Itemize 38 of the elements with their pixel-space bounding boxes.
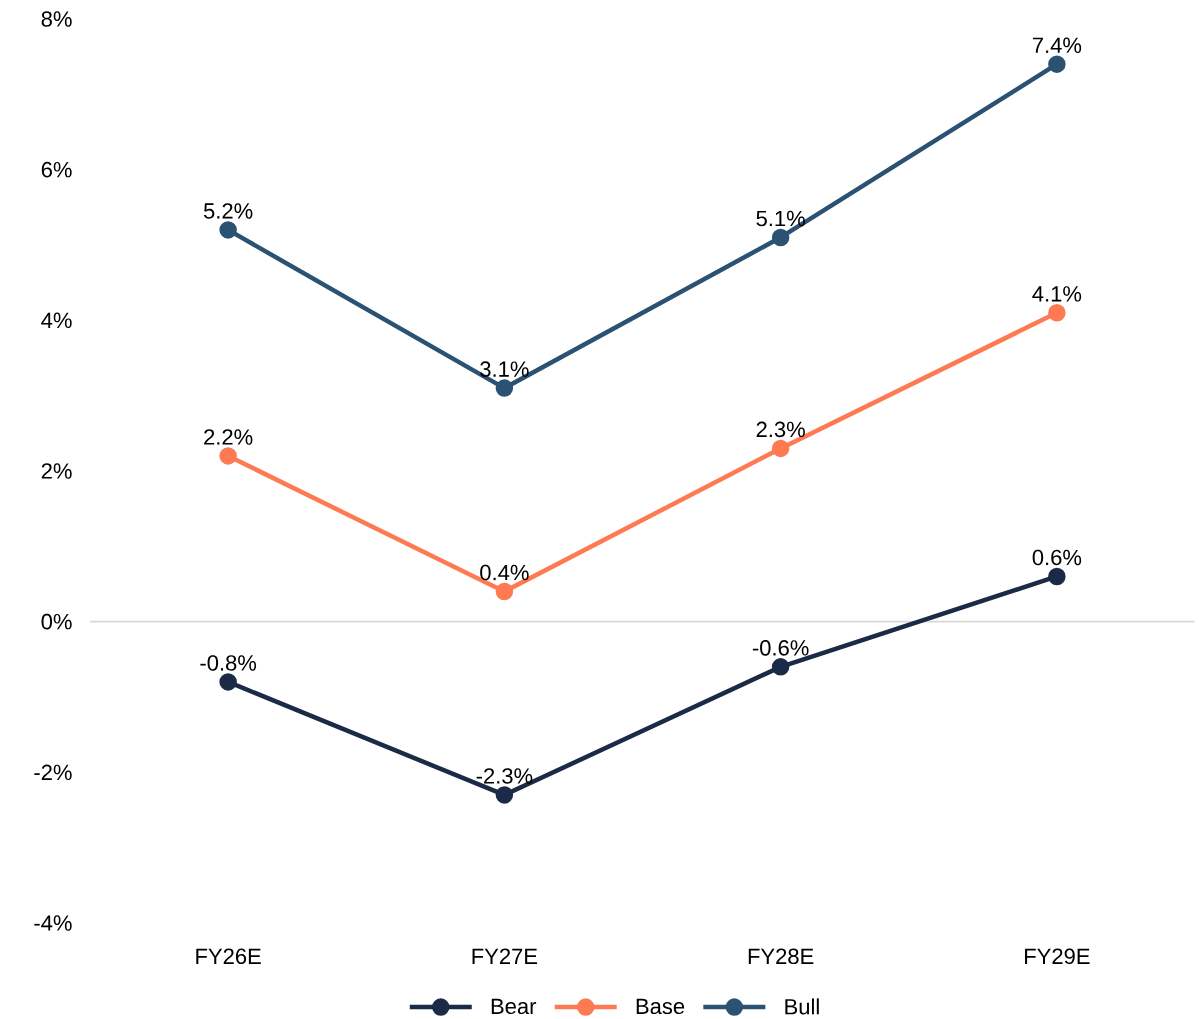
data-label: 2.3%	[756, 421, 805, 438]
y-tick-label: 2%	[41, 463, 72, 479]
data-label: 7.4%	[1032, 37, 1082, 53]
point	[495, 786, 514, 804]
point	[219, 221, 237, 239]
point	[771, 439, 790, 458]
y-tick-label: -2%	[34, 764, 72, 781]
data-label: 0.6%	[1032, 549, 1082, 566]
point	[771, 658, 790, 676]
data-label: 3.1%	[480, 361, 529, 377]
point	[771, 228, 790, 247]
data-label: 0.4%	[480, 564, 529, 581]
y-tick-label: 8%	[41, 11, 72, 27]
x-tick-label: FY26E	[196, 948, 261, 965]
x-tick-label: FY29E	[1025, 948, 1090, 965]
y-tick-label: 6%	[41, 161, 72, 178]
data-label: -0.6%	[752, 640, 809, 656]
data-label: -2.3%	[476, 768, 533, 784]
data-label: 4.1%	[1032, 286, 1082, 302]
data-label: 5.1%	[756, 210, 805, 227]
point	[219, 673, 237, 691]
data-label: 2.2%	[204, 429, 253, 445]
data-label: 5.2%	[203, 203, 253, 219]
y-tick-label: -4%	[34, 915, 72, 931]
point	[495, 582, 514, 601]
point	[1048, 55, 1066, 73]
point	[219, 447, 237, 465]
legend-label: Base	[636, 998, 685, 1015]
x-tick-label: FY27E	[472, 948, 538, 964]
x-tick-label: FY28E	[748, 948, 814, 965]
point	[1048, 567, 1066, 586]
legend-label: Bull	[785, 998, 819, 1015]
point	[495, 379, 514, 397]
y-tick-label: 4%	[41, 312, 72, 329]
legend-label: Bear	[491, 998, 537, 1015]
y-tick-label: 0%	[41, 613, 72, 630]
data-label: -0.8%	[200, 655, 257, 671]
point	[1048, 304, 1066, 322]
